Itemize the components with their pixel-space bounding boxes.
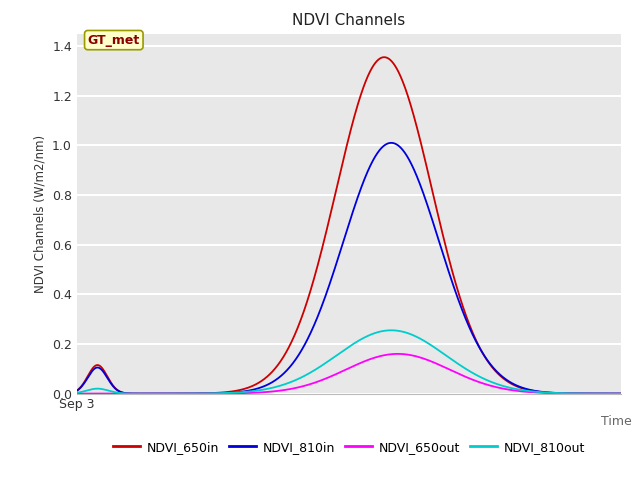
Text: GT_met: GT_met (88, 34, 140, 47)
NDVI_810out (168, 391, 175, 396)
NDVI_650out (73, 391, 81, 396)
NDVI_810out (305, 371, 313, 376)
NDVI_810in (617, 391, 625, 396)
NDVI_650out (135, 391, 143, 396)
NDVI_810out (607, 391, 614, 396)
Legend: NDVI_650in, NDVI_810in, NDVI_650out, NDVI_810out: NDVI_650in, NDVI_810in, NDVI_650out, NDV… (108, 436, 590, 459)
NDVI_810out (617, 391, 625, 396)
NDVI_810in (387, 140, 395, 146)
NDVI_650in (73, 388, 81, 394)
NDVI_810in (282, 369, 289, 374)
Y-axis label: NDVI Channels (W/m2/nm): NDVI Channels (W/m2/nm) (33, 134, 46, 293)
NDVI_810out (387, 327, 395, 333)
NDVI_650in (607, 391, 614, 396)
Line: NDVI_810out: NDVI_810out (77, 330, 621, 394)
Line: NDVI_810in: NDVI_810in (77, 143, 621, 394)
NDVI_650in (548, 390, 556, 396)
NDVI_810out (141, 391, 148, 396)
NDVI_650out (282, 387, 289, 393)
NDVI_810out (73, 390, 81, 396)
Line: NDVI_650in: NDVI_650in (77, 57, 621, 394)
NDVI_810in (607, 391, 614, 396)
Line: NDVI_650out: NDVI_650out (77, 354, 621, 394)
NDVI_810in (73, 388, 81, 394)
NDVI_650out (607, 391, 614, 396)
NDVI_650in (380, 54, 388, 60)
NDVI_650in (168, 391, 175, 396)
Title: NDVI Channels: NDVI Channels (292, 13, 405, 28)
NDVI_650in (141, 391, 148, 396)
Text: Time: Time (601, 415, 632, 428)
NDVI_810in (548, 390, 556, 396)
NDVI_650out (394, 351, 401, 357)
NDVI_650in (135, 391, 143, 396)
NDVI_650in (282, 350, 289, 356)
NDVI_810in (143, 391, 150, 396)
NDVI_810in (168, 391, 175, 396)
NDVI_650out (305, 382, 313, 387)
NDVI_810out (548, 390, 556, 396)
NDVI_650in (305, 292, 313, 298)
NDVI_810out (135, 391, 143, 396)
NDVI_810out (282, 381, 289, 387)
NDVI_650out (617, 391, 625, 396)
NDVI_650out (167, 391, 175, 396)
NDVI_810in (305, 333, 313, 339)
NDVI_810in (135, 391, 143, 396)
NDVI_650out (548, 390, 556, 396)
NDVI_650in (617, 391, 625, 396)
